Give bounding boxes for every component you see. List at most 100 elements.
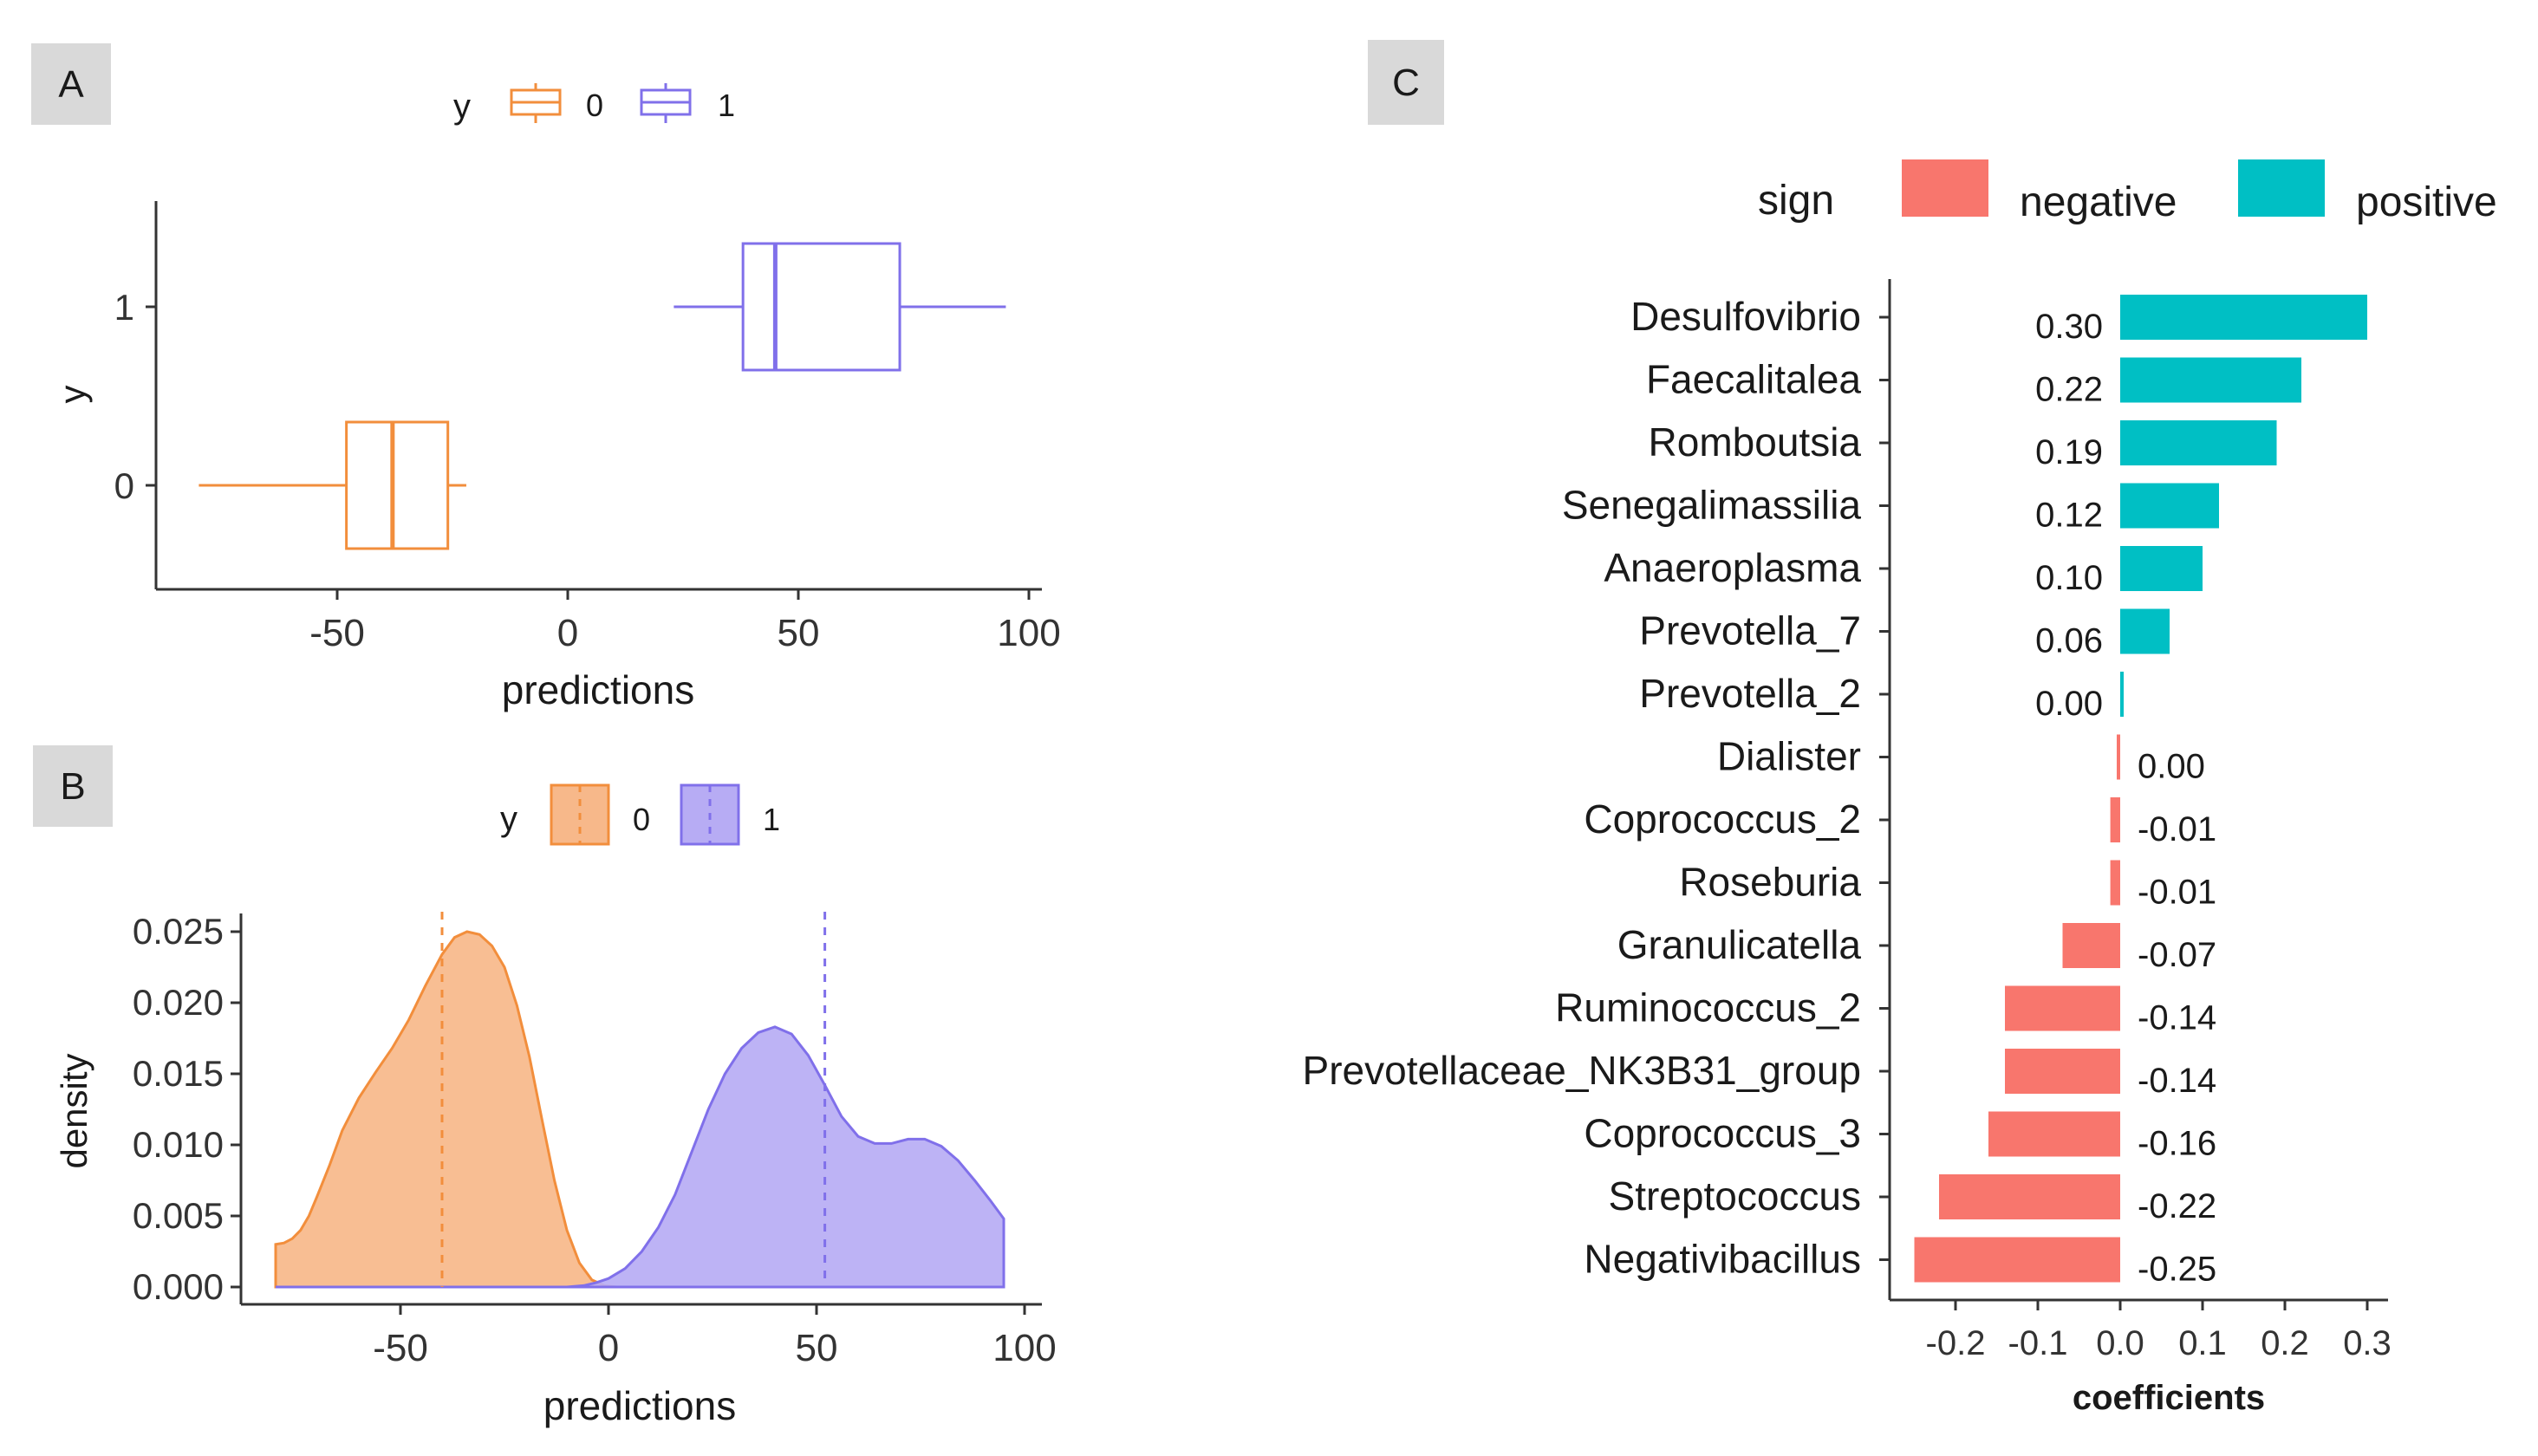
bar-positive: [2120, 672, 2124, 717]
bar-row: Dialister 0.00: [1717, 734, 2205, 786]
y-tick-label: 0.020: [133, 982, 224, 1023]
category-label: Coprococcus_2: [1584, 796, 1861, 842]
value-label: -0.01: [2138, 810, 2216, 848]
box-iqr: [741, 242, 901, 372]
bar-row: Faecalitalea 0.22: [1646, 357, 2301, 409]
panel-c-label: C: [1392, 62, 1420, 104]
x-tick-label: 50: [796, 1327, 838, 1369]
x-axis-label: coefficients: [2073, 1379, 2265, 1417]
category-label: Prevotellaceae_NK3B31_group: [1303, 1048, 1861, 1093]
bar-row: Desulfovibrio 0.30: [1630, 294, 2367, 346]
boxes: [198, 242, 1006, 550]
bar-positive: [2120, 608, 2170, 654]
value-label: -0.01: [2138, 874, 2216, 912]
category-label: Faecalitalea: [1646, 357, 1861, 402]
category-label: Prevotella_2: [1639, 671, 1861, 716]
value-label: 0.30: [2035, 308, 2103, 346]
panel-a-label: A: [58, 63, 84, 106]
x-tick-label: -50: [373, 1327, 428, 1369]
value-label: -0.22: [2138, 1187, 2216, 1225]
x-ticks: -0.2 -0.1 0.0 0.1 0.2 0.3: [1926, 1300, 2392, 1362]
value-label: 0.06: [2035, 622, 2103, 660]
x-axis-label: predictions: [543, 1383, 736, 1428]
x-tick-label: -50: [309, 612, 365, 654]
x-tick-label: 0.0: [2096, 1324, 2144, 1362]
y-ticks: 0.000 0.005 0.010 0.015 0.020 0.025: [133, 911, 241, 1307]
bar-negative: [2062, 923, 2120, 968]
category-label: Anaeroplasma: [1604, 545, 1861, 590]
bar-row: Senegalimassilia 0.12: [1562, 483, 2219, 535]
category-label: Coprococcus_3: [1584, 1111, 1861, 1156]
panel-c-legend: sign negative positive: [1758, 159, 2497, 225]
panel-b-label: B: [60, 765, 85, 808]
bar-positive: [2120, 357, 2301, 403]
density-area-0: [274, 930, 1004, 1289]
legend-key-0-box-icon: [510, 83, 562, 123]
legend-entry: 1: [763, 802, 780, 837]
y-tick: 0: [114, 465, 156, 506]
bar-negative: [1988, 1111, 2120, 1157]
legend-title: sign: [1758, 178, 1834, 224]
box-group-1: [674, 242, 1006, 372]
bars: Desulfovibrio 0.30 Faecalitalea 0.22 Rombout…: [1303, 294, 2367, 1289]
x-tick-label: 0.1: [2178, 1324, 2227, 1362]
x-tick-label: 0: [557, 612, 578, 654]
category-label: Roseburia: [1679, 860, 1861, 905]
bar-negative: [2005, 985, 2120, 1031]
y-tick-label: 0.000: [133, 1266, 224, 1307]
bar-negative: [2110, 860, 2120, 906]
value-label: -0.14: [2138, 999, 2216, 1037]
density-series: [274, 912, 1005, 1289]
density-area-1: [276, 1025, 1005, 1289]
legend-entry: positive: [2356, 179, 2497, 225]
x-tick-label: 0.3: [2343, 1324, 2392, 1362]
value-label: 0.19: [2035, 433, 2103, 471]
y-tick-label: 0.025: [133, 911, 224, 952]
legend-key-negative: [1902, 159, 1988, 217]
category-label: Senegalimassilia: [1562, 483, 1862, 528]
y-tick: 1: [114, 287, 156, 328]
y-tick-label: 0: [114, 465, 134, 506]
value-label: -0.07: [2138, 936, 2216, 974]
bar-negative: [2110, 797, 2120, 842]
bar-row: Prevotella_7 0.06: [1639, 608, 2170, 660]
bar-row: Negativibacillus -0.25: [1584, 1237, 2216, 1289]
legend-key-positive: [2238, 159, 2325, 217]
bar-negative: [1939, 1174, 2120, 1219]
category-label: Streptococcus: [1609, 1173, 1861, 1219]
value-label: 0.10: [2035, 559, 2103, 597]
bar-negative: [1914, 1237, 2120, 1283]
value-label: -0.25: [2138, 1251, 2216, 1289]
panel-b-density: B y 0 1 0.000 0.005 0.010 0.015 0.020 0.025 -…: [33, 745, 1057, 1428]
category-label: Dialister: [1717, 734, 1861, 779]
legend-key-1-box-icon: [640, 83, 692, 123]
category-label: Prevotella_7: [1639, 608, 1861, 653]
x-tick-label: -0.1: [2008, 1324, 2068, 1362]
panel-c-label-box: [1368, 40, 1444, 125]
legend-title: y: [500, 800, 517, 838]
panel-a-label-box: [31, 43, 111, 125]
y-tick-label: 0.015: [133, 1053, 224, 1094]
panel-a-boxplot: A y 0 1 1 0: [31, 43, 1061, 712]
bar-row: Anaeroplasma 0.10: [1604, 545, 2203, 597]
legend-title: y: [453, 88, 471, 126]
value-label: 0.00: [2138, 748, 2205, 786]
bar-row: Prevotella_2 0.00: [1639, 671, 2124, 723]
bar-row: Granulicatella -0.07: [1617, 922, 2216, 974]
bar-row: Prevotellaceae_NK3B31_group -0.14: [1303, 1048, 2217, 1100]
bar-positive: [2120, 420, 2277, 465]
category-label: Negativibacillus: [1584, 1237, 1861, 1282]
x-ticks: -50 0 50 100: [373, 1304, 1057, 1369]
bar-positive: [2120, 546, 2203, 591]
x-tick-label: 50: [778, 612, 820, 654]
value-label: 0.22: [2035, 371, 2103, 409]
bar-row: Roseburia -0.01: [1679, 860, 2216, 912]
panel-b-legend: y 0 1: [500, 783, 780, 846]
bar-negative: [2117, 734, 2120, 780]
category-label: Ruminococcus_2: [1555, 985, 1861, 1030]
x-tick-label: -0.2: [1926, 1324, 1986, 1362]
legend-entry: negative: [2020, 179, 2177, 225]
panel-a-legend: y 0 1: [453, 83, 735, 126]
x-tick-label: 100: [992, 1327, 1056, 1369]
